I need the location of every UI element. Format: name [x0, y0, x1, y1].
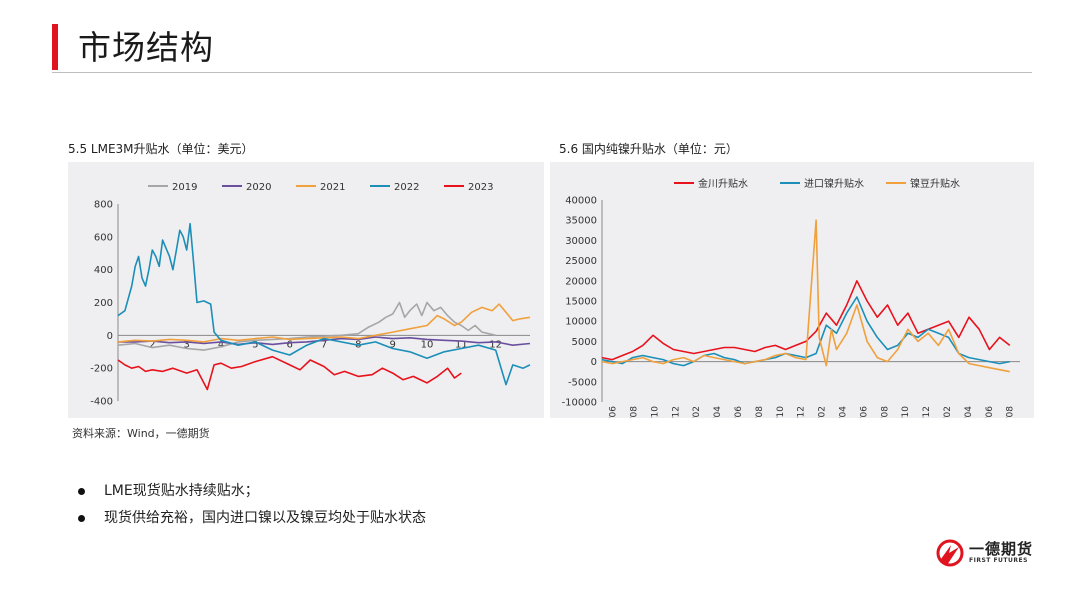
chart1-x-tick-label: 4 — [218, 339, 224, 350]
chart1-x-tick-label: 6 — [286, 339, 292, 350]
chart2-y-tick-label: 35000 — [565, 216, 597, 227]
chart2-y-tick-label: 15000 — [565, 297, 597, 308]
chart1-legend-label: 2021 — [320, 182, 345, 193]
chart2-x-tick-label: 2021/12 — [797, 406, 807, 418]
source-note: 资料来源：Wind，一德期货 — [72, 427, 210, 440]
bullet-item: LME现货贴水持续贴水； — [78, 478, 426, 505]
chart1-x-tick-label: 3 — [183, 339, 189, 350]
chart2-x-tick-label: 2021/10 — [776, 406, 786, 418]
chart2-series-line — [601, 219, 1010, 373]
chart2-x-tick-label: 2021/02 — [692, 406, 702, 418]
chart1-x-tick-label: 2 — [149, 339, 155, 350]
chart2-x-tick-label: 2022/06 — [859, 406, 869, 418]
chart1-panel: 2019 2020 2021 2022 2023 -400 -200 0 200 400 600 80… — [68, 162, 544, 418]
chart2-x-tick-label: 2020/06 — [609, 406, 619, 418]
chart1-series-line — [117, 303, 531, 343]
chart2-y-tick-label: 30000 — [565, 236, 597, 247]
chart1-legend-label: 2019 — [172, 182, 197, 193]
chart2-y-tick-label: -10000 — [562, 398, 597, 409]
chart2-x-tick-label: 2022/12 — [922, 406, 932, 418]
chart2-x-tick-label: 2022/04 — [839, 406, 849, 418]
chart2-x-tick-label: 2021/08 — [755, 406, 765, 418]
page-title: 市场结构 — [78, 28, 214, 67]
chart2-y-tick-label: 5000 — [572, 337, 597, 348]
chart2-x-tick-label: 2022/10 — [901, 406, 911, 418]
chart2-legend-label: 镍豆升贴水 — [910, 177, 960, 190]
chart1-y-tick-label: 600 — [94, 232, 113, 243]
logo-mark-icon — [936, 539, 964, 567]
chart1-x-tick-label: 11 — [455, 339, 468, 350]
chart1-legend-label: 2022 — [394, 182, 419, 193]
chart2-title: 5.6 国内纯镍升贴水（单位：元） — [559, 142, 738, 156]
chart2-x-tick-label: 2023/02 — [943, 406, 953, 418]
chart1-title: 5.5 LME3M升贴水（单位：美元） — [68, 142, 254, 156]
title-accent-bar — [52, 24, 58, 70]
chart2-legend-label: 进口镍升贴水 — [804, 177, 864, 190]
title-divider — [52, 72, 1032, 73]
chart2-x-tick-label: 2023/08 — [1006, 406, 1016, 418]
chart1-y-tick-label: 800 — [94, 200, 113, 211]
chart2-x-tick-label: 2021/04 — [713, 406, 723, 418]
chart2-y-tick-label: 25000 — [565, 256, 597, 267]
chart1-legend-label: 2023 — [468, 182, 493, 193]
chart2-y-tick-label: 40000 — [565, 196, 597, 207]
chart2-x-tick-label: 2020/08 — [630, 406, 640, 418]
chart2-x-tick-label: 2022/02 — [818, 406, 828, 418]
chart1-y-tick-label: -400 — [90, 397, 113, 408]
chart2-x-tick-label: 2021/06 — [734, 406, 744, 418]
chart1-y-tick-label: 400 — [94, 265, 113, 276]
logo-name-en: FIRST FUTURES — [969, 557, 1028, 564]
chart2-svg: 金川升贴水 进口镍升贴水 镍豆升贴水 -10000 -5000 0 5000 10000 150… — [562, 177, 1020, 418]
chart1-y-tick-label: 0 — [107, 331, 113, 342]
chart2-panel: 金川升贴水 进口镍升贴水 镍豆升贴水 -10000 -5000 0 5000 10000 150… — [550, 162, 1034, 418]
company-logo: 一德期货 FIRST FUTURES — [935, 535, 1035, 571]
chart1-x-tick-label: 10 — [421, 339, 434, 350]
chart2-x-tick-label: 2023/06 — [985, 406, 995, 418]
logo-name-cn: 一德期货 — [969, 540, 1034, 558]
chart1-x-tick-label: 12 — [489, 339, 502, 350]
chart1-legend-label: 2020 — [246, 182, 271, 193]
chart1-series-line — [117, 222, 531, 386]
chart2-x-tick-label: 2022/08 — [880, 406, 890, 418]
chart1-series-line — [117, 301, 496, 351]
chart2-y-tick-label: 10000 — [565, 317, 597, 328]
chart2-x-tick-label: 2023/04 — [964, 406, 974, 418]
bullet-list: LME现货贴水持续贴水； 现货供给充裕，国内进口镍以及镍豆均处于贴水状态 — [78, 478, 426, 532]
chart2-y-tick-label: 0 — [591, 357, 597, 368]
chart1-y-tick-label: -200 — [90, 364, 113, 375]
chart1-series-line — [117, 355, 462, 391]
chart1-x-tick-label: 5 — [252, 339, 258, 350]
chart2-y-tick-label: -5000 — [568, 377, 597, 388]
chart1-svg: 2019 2020 2021 2022 2023 -400 -200 0 200 400 600 80… — [90, 182, 531, 408]
chart1-x-tick-label: 9 — [389, 339, 395, 350]
chart2-series-line — [601, 280, 1011, 361]
chart1-x-tick-label: 7 — [321, 339, 327, 350]
chart1-y-tick-label: 200 — [94, 298, 113, 309]
chart2-x-tick-label: 2020/12 — [671, 406, 681, 418]
chart1-series-line — [118, 336, 531, 346]
chart2-x-tick-label: 2020/10 — [650, 406, 660, 418]
chart2-legend-label: 金川升贴水 — [698, 177, 748, 190]
chart2-y-tick-label: 20000 — [565, 276, 597, 287]
bullet-item: 现货供给充裕，国内进口镍以及镍豆均处于贴水状态 — [78, 505, 426, 532]
